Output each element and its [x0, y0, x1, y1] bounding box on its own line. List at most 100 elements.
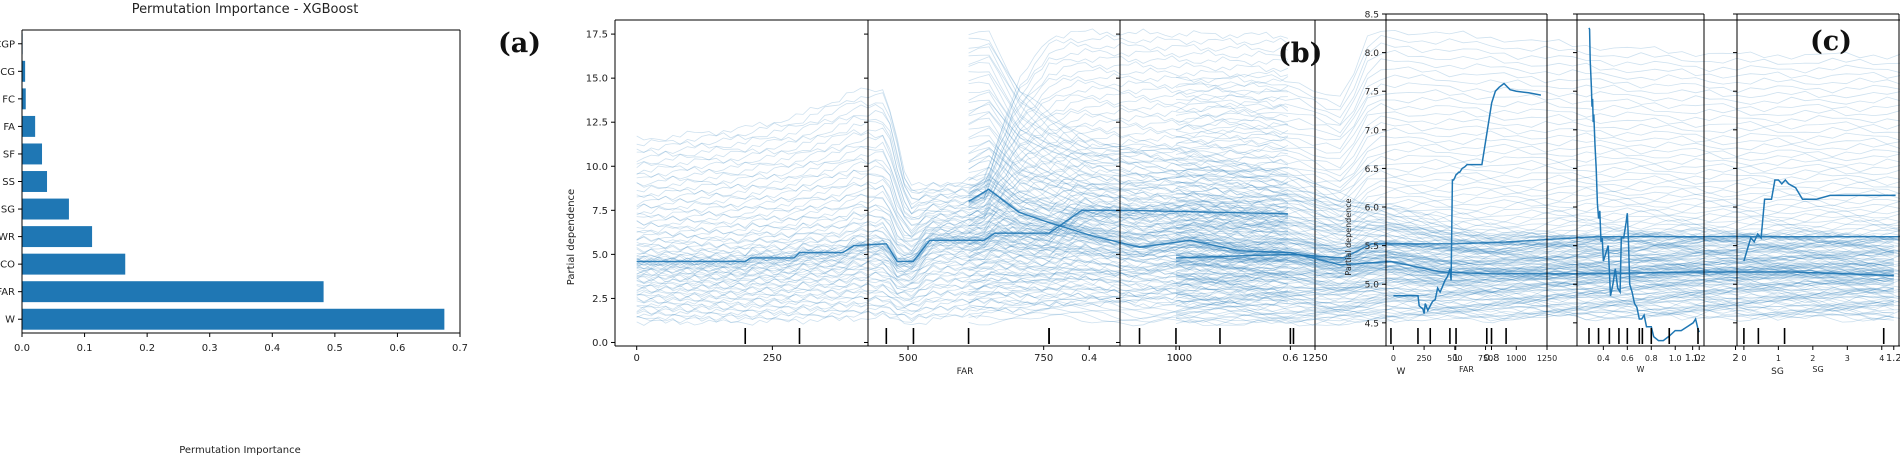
chart-b-w-ice-curve: [968, 209, 1894, 285]
chart-b-subplots: 0 250 500 750 1000 12500.02.55.07.510.012.515…: [586, 19, 1900, 377]
chart-b-far-ice-curve: [636, 200, 1289, 262]
chart-b-far-ice-curve: [636, 279, 1288, 313]
chart-b-w-ice-curve: [968, 125, 1894, 266]
chart-b-far-ice-curve: [636, 194, 1289, 260]
chart-b-w-ice-curve: [968, 232, 1894, 293]
chart-b-w-ice-curve: [968, 99, 1894, 258]
chart-b-far-ice-curve: [636, 185, 1289, 256]
chart-b-far-ice-curve: [636, 178, 1289, 255]
chart-b-sg-ice-curve: [1175, 165, 1900, 202]
chart-b-sg-curves: [1175, 29, 1900, 327]
chart-b-far-ice-curve: [636, 241, 1289, 290]
chart-b-far-ice-curve: [636, 230, 1289, 282]
chart-b-sg-ice-curve: [1175, 196, 1900, 226]
chart-b-sg-ice-curve: [1175, 247, 1900, 274]
chart-b-w-ice-curve: [968, 279, 1894, 309]
chart-b-sg-ice-curve: [1175, 269, 1900, 292]
chart-b-sg-ice-curve: [1175, 158, 1900, 196]
chart-b-w-ice-curve: [968, 188, 1894, 280]
chart-b-far-ice-curve: [636, 247, 1289, 292]
chart-a-xtick-label: 0.1: [77, 343, 93, 354]
chart-b-far-ice-curve: [636, 216, 1289, 274]
chart-b-far-ice-curve: [636, 227, 1289, 281]
chart-b-sg-ice-curve: [1175, 233, 1900, 264]
chart-b-far-ice-curve: [636, 226, 1289, 280]
chart-c-subplots: 0 250 500 750 1000 1250 4.5 5.0 5.5 6.0 6.5 7.0 7.5 8…: [1365, 11, 1900, 374]
chart-b-w-ice-curve: [968, 207, 1894, 284]
chart-b-far-ice-curve: [636, 107, 1289, 220]
chart-b-sg-ice-curve: [1175, 216, 1900, 246]
chart-b-w-ice-curve: [968, 291, 1894, 313]
panel-letter-c: (c): [1810, 26, 1852, 57]
chart-b-w-ice-curve: [968, 74, 1894, 253]
chart-b-w-ice-curve: [968, 178, 1894, 276]
chart-c-far-pd-line: [1393, 82, 1542, 314]
chart-b-far-ice-curve: [636, 208, 1288, 268]
chart-b-sg-ice-curve: [1175, 210, 1900, 241]
chart-b-far-ice-curve: [636, 164, 1288, 243]
chart-c-far-xtick-label: 250: [1416, 354, 1431, 363]
chart-b-far-xtick-label: 750: [1034, 353, 1053, 364]
chart-c-sg-xtick-label: 0: [1741, 354, 1746, 363]
chart-c-far-ytick-label: 6.5: [1365, 165, 1379, 175]
panel-letter-a: (a): [498, 28, 541, 59]
chart-c-w-pd-line: [1588, 27, 1700, 342]
chart-b-far-ice-curve: [636, 182, 1289, 252]
chart-b-far-ice-curve: [636, 28, 1289, 188]
chart-b-w-ice-curve: [968, 140, 1894, 266]
chart-b-w-ice-curve: [968, 147, 1894, 269]
chart-b-w-ice-curve: [968, 166, 1894, 275]
chart-c-far-ytick-label: 5.5: [1365, 242, 1379, 252]
chart-a-xtick-label: 0.3: [202, 343, 218, 354]
chart-b-w-ice-curve: [968, 43, 1894, 245]
chart-b-sg-ice-curve: [1175, 260, 1900, 285]
chart-b-w-xtick-label: 1.0: [1685, 353, 1701, 364]
chart-a-ytick-label: SS: [2, 177, 15, 188]
chart-b-sg-ice-curve: [1176, 228, 1900, 256]
chart-b-w-ice-curve: [968, 273, 1894, 308]
chart-b-far-ice-curve: [636, 102, 1289, 219]
bar-fco: [22, 253, 126, 275]
chart-b-sg-ice-curve: [1175, 251, 1900, 278]
chart-b-far-ice-curve: [636, 224, 1289, 278]
chart-c-w-xtick-label: 0.8: [1645, 354, 1658, 363]
chart-b-sg-ice-curve: [1175, 42, 1900, 111]
chart-a-ytick-label: CG: [0, 67, 15, 78]
chart-b-far-ice-curve: [636, 295, 1288, 324]
chart-b-far-ice-curve: [636, 96, 1289, 214]
chart-b-far-ice-curve: [636, 239, 1289, 288]
chart-b-far-xlabel: FAR: [957, 367, 974, 377]
chart-b-sg-ice-curve: [1175, 97, 1900, 150]
chart-c-far-xlabel: FAR: [1459, 365, 1474, 374]
chart-b-w-xtick-label: 0.6: [1282, 353, 1298, 364]
chart-b-w-ice-curve: [968, 185, 1894, 278]
chart-b-sg-ice-curve: [1175, 275, 1900, 298]
chart-b-sg-ice-curve: [1175, 264, 1900, 288]
chart-b-far-ice-curve: [636, 212, 1288, 270]
chart-b-far-xtick-label: 1000: [1167, 353, 1192, 364]
chart-b-w-ice-curve: [968, 312, 1894, 327]
chart-b-w-ice-curve: [968, 192, 1894, 279]
chart-b-sg-ice-curve: [1175, 252, 1900, 278]
chart-b-sg-ice-curve: [1175, 49, 1900, 119]
chart-c-w-xtick-label: 0.4: [1597, 354, 1610, 363]
panel-b: 0 250 500 750 1000 12500.02.55.07.510.012.515…: [566, 19, 1900, 377]
chart-b-far-ice-curve: [636, 275, 1288, 312]
chart-b-w-ice-curve: [968, 46, 1894, 246]
chart-b-far-ytick-label: 17.5: [586, 30, 608, 41]
bar-ss: [22, 171, 48, 192]
chart-b-sg-mean-curve: [1175, 236, 1900, 259]
chart-b-sg-ice-curve: [1175, 245, 1900, 274]
chart-b-far-ice-curve: [636, 223, 1289, 277]
chart-a-ytick-label: W: [5, 315, 15, 326]
chart-b-sg-ice-curve: [1175, 154, 1900, 192]
chart-c-far-ytick-label: 4.5: [1365, 319, 1379, 329]
chart-b-w-ice-curve: [968, 81, 1894, 254]
chart-b-far-ice-curve: [636, 55, 1288, 201]
chart-b-sg-ice-curve: [1175, 29, 1900, 97]
chart-b-w-ice-curve: [968, 147, 1894, 268]
chart-b-w-ice-curve: [968, 127, 1894, 266]
bar-w: [22, 308, 445, 330]
chart-b-far-ice-curve: [636, 175, 1289, 252]
